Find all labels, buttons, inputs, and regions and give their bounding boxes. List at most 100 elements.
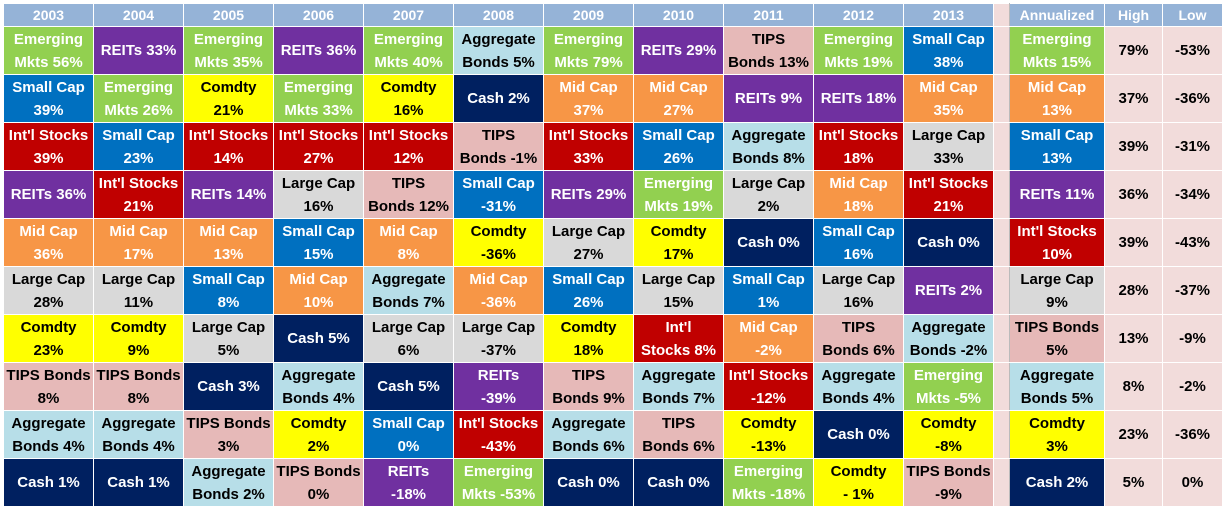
asset-cell: REITs 14% (183, 170, 274, 219)
asset-line-1: Comdty (110, 318, 167, 336)
asset-line-2: 16% (393, 101, 424, 119)
asset-line-1: Comdty (1029, 414, 1085, 432)
asset-line-1: REITs 9% (734, 90, 803, 107)
asset-line-1: REITs 29% (640, 42, 717, 59)
asset-cell: Aggregate Bonds 6% (543, 410, 634, 459)
asset-cell: TIPS Bonds 6% (813, 314, 904, 363)
separator-column (993, 122, 1010, 171)
year-header: 2007 (363, 3, 454, 27)
asset-line-2: 36% (33, 245, 64, 263)
asset-line-1: Mid Cap (829, 174, 888, 192)
asset-line-1: Cash 1% (17, 474, 80, 491)
asset-line-1: TIPS Bonds (96, 366, 181, 384)
asset-cell: Large Cap 16% (813, 266, 904, 315)
rank-row: REITs 36% Int'l Stocks 21% REITs 14% Large C… (3, 170, 1223, 219)
asset-line-2: 13% (1041, 149, 1073, 167)
returns-body: Emerging Mkts 56% REITs 33% Emerging Mkts 35… (3, 26, 1223, 507)
asset-line-1: Aggregate (1019, 366, 1095, 384)
asset-line-2: 28% (33, 293, 64, 311)
year-header: 2010 (633, 3, 724, 27)
asset-cell: Emerging Mkts 40% (363, 26, 454, 75)
asset-line-1: Emerging (283, 78, 354, 96)
asset-cell: Large Cap 16% (273, 170, 364, 219)
asset-line-2: 17% (663, 245, 694, 263)
asset-line-2: 18% (843, 149, 874, 167)
asset-cell: Cash 0% (813, 410, 904, 459)
asset-cell: Comdty 21% (183, 74, 274, 123)
asset-cell: Comdty 2% (273, 410, 364, 459)
asset-line-1: Large Cap (911, 126, 986, 144)
asset-cell: TIPS Bonds -9% (903, 458, 994, 507)
asset-line-2: Stocks 8% (640, 341, 717, 359)
asset-line-1: Int'l Stocks (8, 126, 89, 144)
asset-line-1: Comdty (650, 222, 707, 240)
asset-line-1: REITs 36% (10, 186, 87, 203)
asset-cell: Small Cap 26% (543, 266, 634, 315)
asset-line-1: Aggregate (461, 30, 536, 48)
annualized-cell: REITs 11% (1009, 170, 1105, 219)
asset-line-1: Cash 1% (107, 474, 170, 491)
high-cell: 8% (1104, 362, 1163, 411)
asset-line-2: -2% (755, 341, 782, 359)
asset-line-2: 9% (127, 341, 150, 359)
separator-column (993, 170, 1010, 219)
asset-line-1: Cash 2% (467, 90, 530, 107)
asset-line-1: Int'l Stocks (458, 414, 539, 432)
asset-line-2: Bonds 4% (102, 437, 175, 455)
asset-line-1: Aggregate (641, 366, 716, 384)
asset-line-2: Bonds 4% (12, 437, 85, 455)
asset-line-2: -9% (935, 485, 962, 503)
asset-cell: Large Cap 2% (723, 170, 814, 219)
asset-cell: Comdty -36% (453, 218, 544, 267)
asset-line-2: 2% (757, 197, 780, 215)
asset-cell: Int'l Stocks 33% (543, 122, 634, 171)
asset-cell: Large Cap 33% (903, 122, 994, 171)
asset-line-1: Small Cap (822, 222, 895, 240)
asset-line-1: Aggregate (191, 462, 266, 480)
asset-cell: Emerging Mkts 79% (543, 26, 634, 75)
asset-cell: Aggregate Bonds 4% (813, 362, 904, 411)
asset-cell: Emerging Mkts 19% (813, 26, 904, 75)
asset-cell: Comdty 9% (93, 314, 184, 363)
asset-line-2: Bonds 8% (732, 149, 805, 167)
asset-line-2: Mkts 56% (14, 53, 83, 71)
asset-line-1: Mid Cap (649, 78, 708, 96)
asset-line-1: TIPS (751, 30, 786, 48)
asset-line-2: -8% (935, 437, 962, 455)
asset-line-1: Comdty (290, 414, 347, 432)
asset-line-2: -31% (480, 197, 517, 215)
asset-cell: REITs -39% (453, 362, 544, 411)
asset-line-1: REITs (477, 366, 520, 384)
asset-line-1: TIPS Bonds (1014, 318, 1100, 336)
asset-line-2: 15% (303, 245, 334, 263)
asset-line-1: TIPS Bonds (276, 462, 361, 480)
rank-row: Int'l Stocks 39% Small Cap 23% Int'l Stocks 1… (3, 122, 1223, 171)
asset-cell: Small Cap 0% (363, 410, 454, 459)
asset-line-1: Aggregate (101, 414, 176, 432)
high-cell: 13% (1104, 314, 1163, 363)
asset-line-2: Bonds -2% (909, 341, 988, 359)
low-cell: 0% (1162, 458, 1223, 507)
asset-cell: Int'l Stocks -43% (453, 410, 544, 459)
year-header: 2006 (273, 3, 364, 27)
asset-cell: TIPS Bonds 3% (183, 410, 274, 459)
asset-line-1: Emerging (373, 30, 444, 48)
asset-line-2: Bonds 4% (282, 389, 355, 407)
asset-line-2: 23% (123, 149, 154, 167)
low-cell: -31% (1162, 122, 1223, 171)
annualized-cell: Small Cap 13% (1009, 122, 1105, 171)
separator-column (993, 458, 1010, 507)
annualized-cell: Int'l Stocks 10% (1009, 218, 1105, 267)
asset-cell: Int'l Stocks 21% (93, 170, 184, 219)
asset-line-1: Small Cap (192, 270, 265, 288)
asset-line-1: Comdty (200, 78, 257, 96)
asset-line-2: -39% (480, 389, 517, 407)
asset-line-2: 33% (573, 149, 604, 167)
asset-cell: Large Cap -37% (453, 314, 544, 363)
asset-line-1: REITs 14% (190, 186, 267, 203)
separator-column (993, 74, 1010, 123)
separator-column (993, 362, 1010, 411)
asset-line-1: Comdty (920, 414, 977, 432)
asset-cell: Emerging Mkts 19% (633, 170, 724, 219)
asset-cell: Mid Cap -2% (723, 314, 814, 363)
